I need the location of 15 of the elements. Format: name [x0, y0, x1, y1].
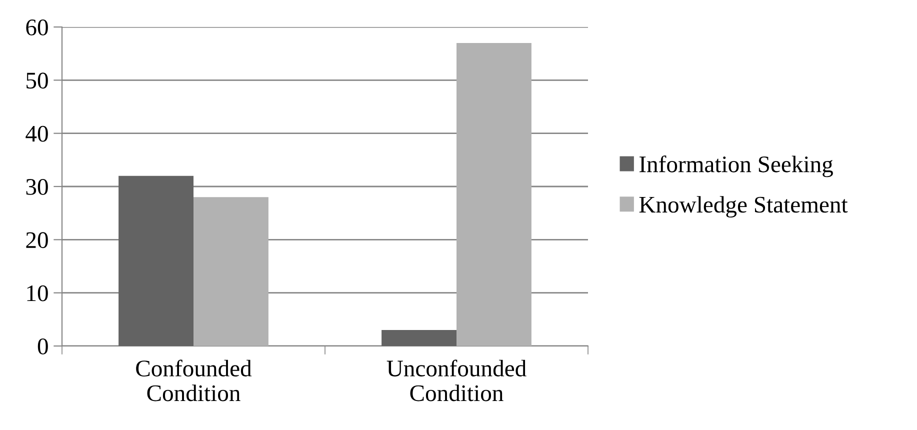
- bar: [194, 197, 268, 346]
- x-tick-label: Confounded Condition: [136, 360, 252, 402]
- y-tick-label: 20: [26, 232, 48, 248]
- y-tick-label: 40: [26, 126, 48, 142]
- bar: [382, 330, 456, 346]
- y-tick-label: 10: [27, 285, 48, 302]
- y-tick-label: 50: [26, 72, 48, 89]
- y-tick-label: 30: [26, 178, 48, 195]
- bar: [118, 176, 194, 346]
- y-tick-label: 0: [38, 338, 48, 354]
- y-tick-label: 60: [26, 19, 48, 36]
- bar: [456, 42, 532, 346]
- legend-label: Information Seeking: [640, 155, 833, 178]
- x-tick-label: Unconfounded Condition: [386, 360, 526, 402]
- legend-label: Knowledge Statement: [639, 196, 848, 218]
